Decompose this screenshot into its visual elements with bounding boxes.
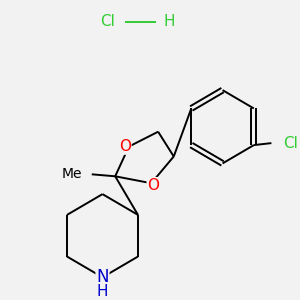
Text: H: H xyxy=(164,14,176,29)
Text: Cl: Cl xyxy=(283,136,298,151)
Text: H: H xyxy=(97,284,108,299)
Text: O: O xyxy=(147,178,159,193)
Text: Me: Me xyxy=(61,167,82,181)
Text: N: N xyxy=(96,268,109,286)
Text: O: O xyxy=(119,139,131,154)
Text: Cl: Cl xyxy=(100,14,115,29)
